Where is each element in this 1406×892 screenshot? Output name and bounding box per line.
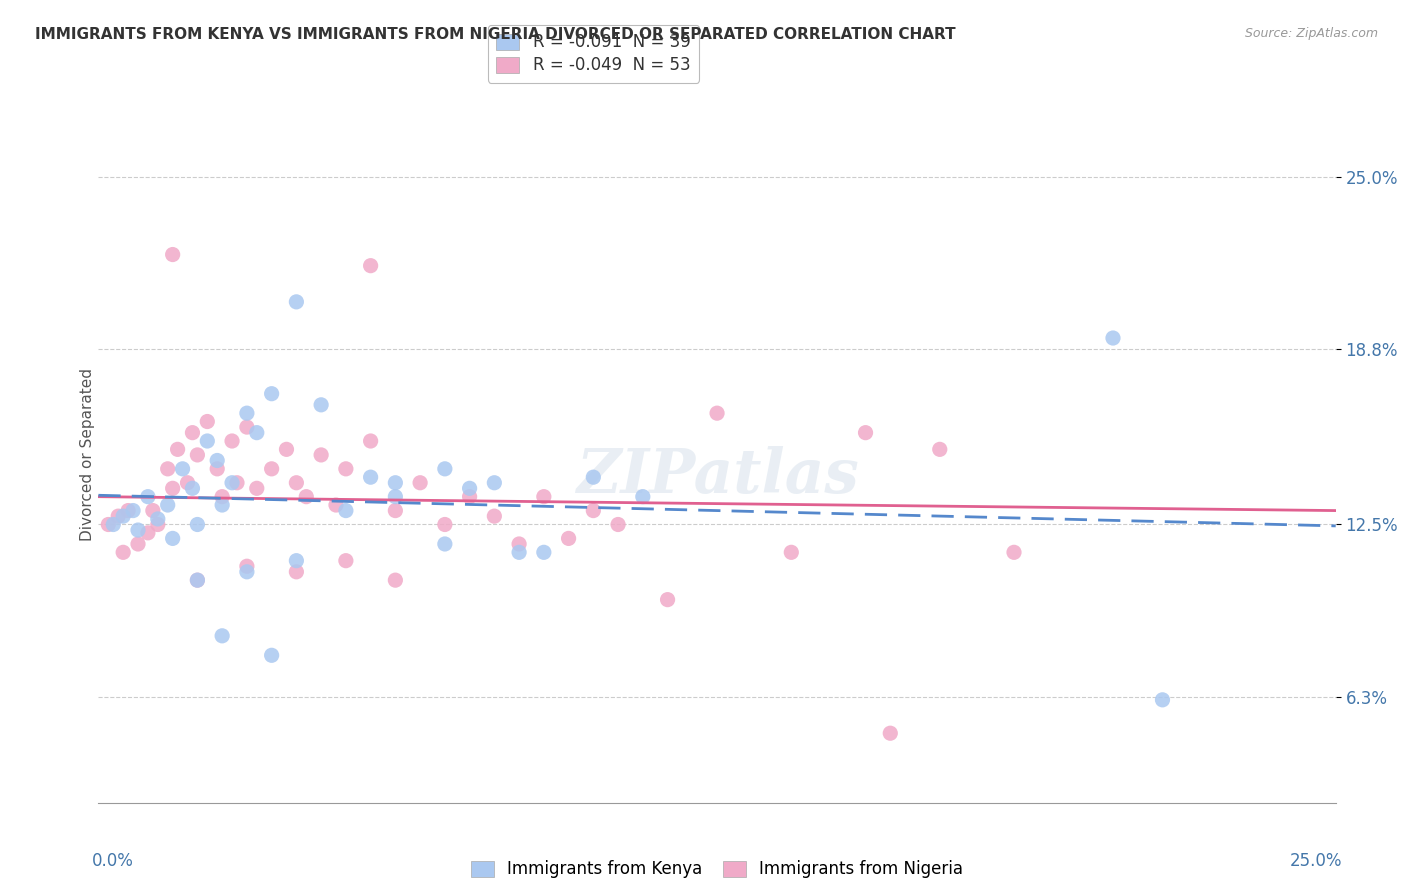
Point — [780, 545, 803, 559]
Point — [631, 490, 654, 504]
Point — [582, 470, 605, 484]
Point — [127, 537, 149, 551]
Point — [533, 490, 555, 504]
Point — [458, 490, 481, 504]
Point — [484, 509, 506, 524]
Point — [508, 537, 530, 551]
Y-axis label: Divorced or Separated: Divorced or Separated — [80, 368, 94, 541]
Point — [706, 406, 728, 420]
Point — [186, 517, 208, 532]
Point — [97, 517, 120, 532]
Point — [409, 475, 432, 490]
Point — [181, 481, 204, 495]
Point — [335, 554, 357, 568]
Point — [295, 490, 318, 504]
Point — [384, 475, 406, 490]
Point — [533, 545, 555, 559]
Point — [879, 726, 901, 740]
Point — [226, 475, 249, 490]
Point — [205, 453, 228, 467]
Point — [335, 462, 357, 476]
Point — [221, 434, 243, 448]
Text: IMMIGRANTS FROM KENYA VS IMMIGRANTS FROM NIGERIA DIVORCED OR SEPARATED CORRELATI: IMMIGRANTS FROM KENYA VS IMMIGRANTS FROM… — [35, 27, 956, 42]
Point — [142, 503, 165, 517]
Point — [186, 573, 208, 587]
Point — [205, 462, 228, 476]
Point — [285, 554, 308, 568]
Point — [335, 503, 357, 517]
Point — [156, 462, 179, 476]
Point — [117, 503, 139, 517]
Point — [260, 648, 283, 663]
Point — [146, 517, 169, 532]
Point — [928, 442, 950, 457]
Text: 0.0%: 0.0% — [93, 852, 134, 870]
Text: ZIPatlas: ZIPatlas — [575, 446, 859, 506]
Point — [360, 259, 382, 273]
Point — [458, 481, 481, 495]
Point — [166, 442, 188, 457]
Point — [433, 462, 456, 476]
Point — [162, 532, 184, 546]
Point — [181, 425, 204, 440]
Point — [122, 503, 145, 517]
Point — [186, 448, 208, 462]
Point — [360, 470, 382, 484]
Point — [260, 386, 283, 401]
Point — [156, 498, 179, 512]
Point — [195, 415, 218, 429]
Point — [136, 490, 159, 504]
Point — [136, 525, 159, 540]
Point — [1102, 331, 1125, 345]
Point — [285, 475, 308, 490]
Point — [582, 503, 605, 517]
Point — [146, 512, 169, 526]
Point — [384, 490, 406, 504]
Point — [309, 398, 332, 412]
Point — [557, 532, 579, 546]
Point — [325, 498, 347, 512]
Point — [246, 425, 269, 440]
Point — [236, 565, 259, 579]
Point — [309, 448, 332, 462]
Point — [176, 475, 198, 490]
Point — [236, 406, 259, 420]
Point — [236, 420, 259, 434]
Point — [508, 545, 530, 559]
Point — [1152, 693, 1174, 707]
Text: Source: ZipAtlas.com: Source: ZipAtlas.com — [1244, 27, 1378, 40]
Point — [112, 509, 135, 524]
Point — [276, 442, 298, 457]
Point — [484, 475, 506, 490]
Point — [607, 517, 630, 532]
Point — [657, 592, 679, 607]
Point — [433, 537, 456, 551]
Point — [211, 629, 233, 643]
Legend: Immigrants from Kenya, Immigrants from Nigeria: Immigrants from Kenya, Immigrants from N… — [464, 854, 970, 885]
Point — [1002, 545, 1025, 559]
Point — [384, 573, 406, 587]
Text: 25.0%: 25.0% — [1289, 852, 1341, 870]
Point — [112, 545, 135, 559]
Point — [107, 509, 129, 524]
Point — [162, 247, 184, 261]
Point — [211, 490, 233, 504]
Point — [384, 503, 406, 517]
Point — [285, 294, 308, 309]
Point — [246, 481, 269, 495]
Point — [360, 434, 382, 448]
Point — [221, 475, 243, 490]
Point — [186, 573, 208, 587]
Point — [127, 523, 149, 537]
Point — [285, 565, 308, 579]
Point — [236, 559, 259, 574]
Point — [172, 462, 194, 476]
Point — [162, 481, 184, 495]
Point — [855, 425, 877, 440]
Point — [195, 434, 218, 448]
Point — [211, 498, 233, 512]
Point — [103, 517, 125, 532]
Point — [433, 517, 456, 532]
Point — [260, 462, 283, 476]
